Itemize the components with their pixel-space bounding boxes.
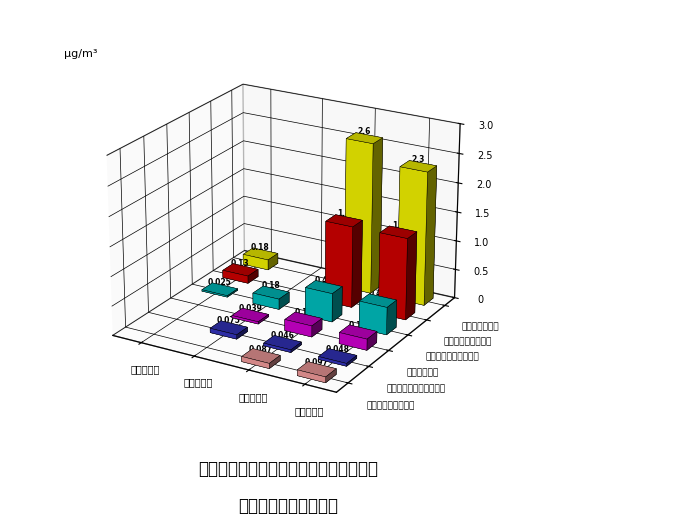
- Text: 平成２０年度有害大気汚染物質年平均値: 平成２０年度有害大気汚染物質年平均値: [199, 460, 379, 479]
- Text: （有機塩素系化合物）: （有機塩素系化合物）: [238, 497, 339, 515]
- Text: μg/m³: μg/m³: [65, 49, 98, 58]
